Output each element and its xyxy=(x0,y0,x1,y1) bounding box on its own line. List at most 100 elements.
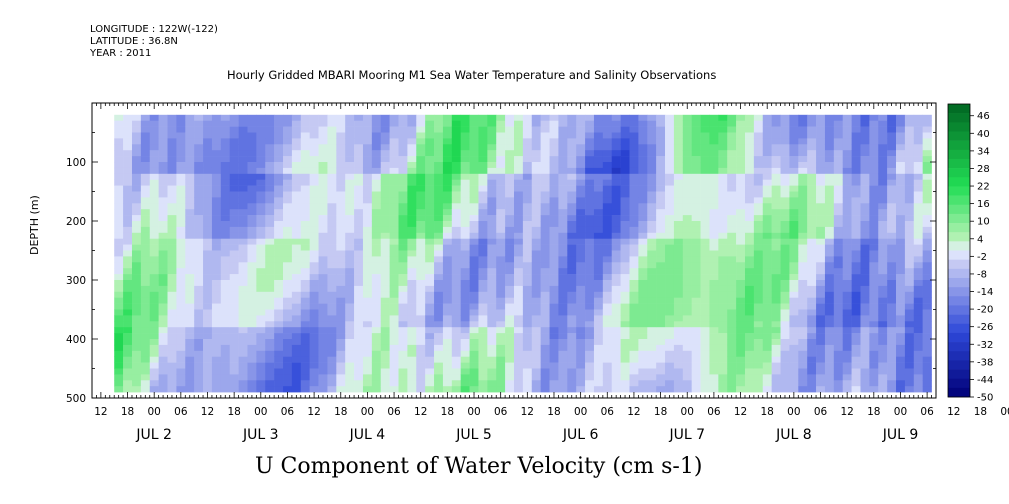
heatmap-cell xyxy=(816,126,826,133)
heatmap-cell xyxy=(851,126,861,133)
heatmap-cell xyxy=(593,344,604,352)
heatmap-cell xyxy=(744,197,755,204)
heatmap-cell xyxy=(185,291,195,298)
heatmap-cell xyxy=(291,274,302,281)
heatmap-cell xyxy=(114,368,124,375)
heatmap-cell xyxy=(913,167,923,175)
heatmap-cell xyxy=(149,297,159,304)
heatmap-cell xyxy=(647,327,657,334)
heatmap-cell xyxy=(887,244,897,251)
heatmap-cell xyxy=(753,191,764,198)
heatmap-cell xyxy=(629,150,639,157)
heatmap-cell xyxy=(229,150,239,157)
heatmap-cell xyxy=(371,144,382,151)
heatmap-cell xyxy=(505,291,515,298)
heatmap-cell xyxy=(762,297,772,304)
heatmap-cell xyxy=(407,226,417,234)
heatmap-cell xyxy=(114,209,124,216)
heatmap-cell xyxy=(665,244,675,251)
heatmap-cell xyxy=(602,368,613,375)
heatmap-cell xyxy=(576,203,586,210)
heatmap-cell xyxy=(211,350,222,357)
heatmap-cell xyxy=(505,114,515,121)
heatmap-cell xyxy=(691,333,701,340)
heatmap-cell xyxy=(362,120,373,127)
heatmap-cell xyxy=(816,221,826,228)
heatmap-cell xyxy=(700,120,710,127)
heatmap-cell xyxy=(576,114,586,121)
heatmap-cell xyxy=(691,250,701,257)
y-tick-label: 200 xyxy=(66,216,86,228)
heatmap-cell xyxy=(789,344,799,352)
heatmap-cell xyxy=(114,138,124,145)
heatmap-cell xyxy=(887,333,897,340)
heatmap-cell xyxy=(718,374,728,381)
heatmap-cell xyxy=(185,374,195,381)
heatmap-cell xyxy=(753,156,764,163)
heatmap-cell xyxy=(149,262,159,269)
heatmap-cell xyxy=(265,315,275,322)
heatmap-cell xyxy=(265,356,275,363)
heatmap-cell xyxy=(318,274,328,281)
heatmap-cell xyxy=(816,209,826,216)
heatmap-cell xyxy=(362,374,373,381)
heatmap-cell xyxy=(336,339,346,346)
heatmap-cell xyxy=(647,232,657,239)
heatmap-cell xyxy=(185,344,195,352)
heatmap-cell xyxy=(371,362,382,369)
heatmap-cell xyxy=(362,356,373,363)
heatmap-cell xyxy=(434,238,444,245)
heatmap-cell xyxy=(851,285,861,293)
heatmap-cell xyxy=(469,132,479,139)
heatmap-cell xyxy=(442,268,453,275)
heatmap-cell xyxy=(824,380,835,387)
heatmap-cell xyxy=(922,344,932,352)
heatmap-cell xyxy=(922,197,932,204)
heatmap-cell xyxy=(514,179,524,186)
heatmap-cell xyxy=(505,162,515,169)
heatmap-cell xyxy=(718,179,728,186)
heatmap-cell xyxy=(229,280,239,287)
heatmap-cell xyxy=(131,285,142,293)
colorbar-swatch xyxy=(948,122,970,132)
heatmap-cell xyxy=(744,297,755,304)
heatmap-cell xyxy=(131,386,142,393)
heatmap-cell xyxy=(771,250,781,257)
heatmap-cell xyxy=(833,215,844,222)
heatmap-cell xyxy=(771,374,781,381)
heatmap-cell xyxy=(256,380,266,387)
heatmap-cell xyxy=(389,386,399,393)
heatmap-cell xyxy=(380,150,390,157)
heatmap-cell xyxy=(389,126,399,133)
heatmap-cell xyxy=(913,138,923,145)
heatmap-cell xyxy=(460,380,470,387)
heatmap-cell xyxy=(514,309,524,316)
heatmap-cell xyxy=(531,209,541,216)
heatmap-cell xyxy=(700,132,710,139)
heatmap-cell xyxy=(531,374,541,381)
heatmap-cell xyxy=(203,167,213,175)
heatmap-cell xyxy=(798,197,808,204)
heatmap-cell xyxy=(727,185,737,192)
heatmap-cell xyxy=(798,344,808,352)
heatmap-cell xyxy=(158,167,168,175)
heatmap-cell xyxy=(691,185,701,192)
heatmap-cell xyxy=(265,333,275,340)
heatmap-cell xyxy=(425,268,435,275)
heatmap-cell xyxy=(922,321,932,328)
x-day-label: JUL 3 xyxy=(242,427,279,443)
heatmap-cell xyxy=(478,197,488,204)
heatmap-cell xyxy=(762,362,772,369)
heatmap-cell xyxy=(176,150,186,157)
heatmap-cell xyxy=(602,209,613,216)
heatmap-cell xyxy=(256,362,266,369)
heatmap-cell xyxy=(540,297,550,304)
heatmap-cell xyxy=(203,333,213,340)
heatmap-cell xyxy=(354,280,364,287)
heatmap-cell xyxy=(354,226,364,234)
colorbar-swatch xyxy=(948,323,970,334)
heatmap-cell xyxy=(131,126,142,133)
heatmap-cell xyxy=(656,280,666,287)
heatmap-cell xyxy=(434,297,444,304)
colorbar-label: -38 xyxy=(977,357,993,368)
